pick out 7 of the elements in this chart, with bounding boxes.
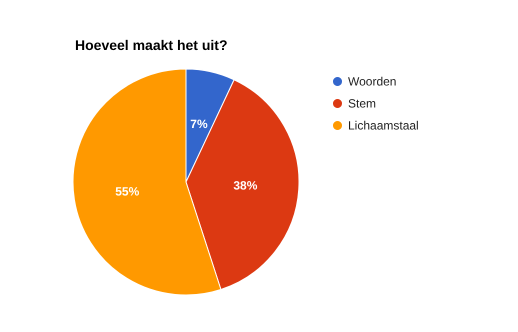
chart-title: Hoeveel maakt het uit? (75, 37, 228, 53)
legend-label: Woorden (348, 74, 396, 88)
data-label: 55% (115, 184, 140, 198)
legend-label: Stem (348, 96, 376, 110)
data-label: 38% (233, 178, 258, 193)
data-label: 7% (190, 116, 208, 131)
legend-label: Lichaamstaal (348, 118, 419, 132)
